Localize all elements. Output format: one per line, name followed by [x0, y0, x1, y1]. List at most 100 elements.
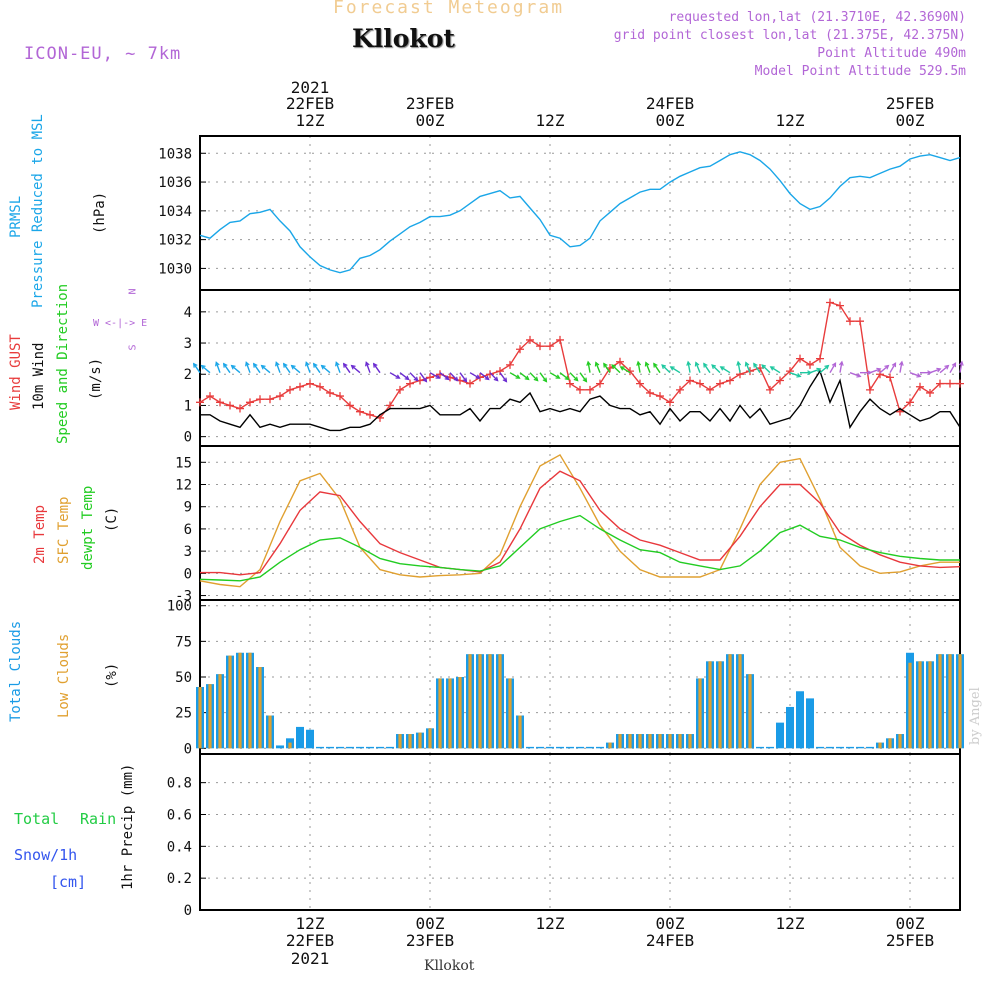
gust-marker: [266, 395, 274, 404]
y-tick-label: 1: [184, 398, 192, 414]
wind-arrow-head: [230, 364, 236, 370]
gust-marker: [236, 404, 244, 413]
top-day-label: 22FEB: [286, 94, 334, 113]
low-cloud-bar: [888, 738, 892, 749]
y-tick-label: 1036: [158, 175, 192, 191]
low-cloud-bar: [258, 667, 262, 749]
total-cloud-bar: [766, 746, 774, 749]
low-cloud-bar: [228, 655, 232, 749]
wind-direction-arrow: [889, 362, 897, 374]
requested-coords: requested lon,lat (21.3710E, 42.3690N): [668, 10, 966, 25]
wind-arrow-head: [475, 374, 481, 379]
gust-marker: [706, 385, 714, 394]
chart-title: Forecast Meteogram: [333, 0, 565, 18]
low-cloud-bar: [628, 734, 632, 749]
gust-marker: [716, 379, 724, 388]
wind-arrow-head: [542, 377, 548, 383]
wind-arrow-head: [744, 361, 750, 367]
wind-direction-arrow: [509, 372, 520, 379]
gust-marker: [666, 398, 674, 407]
total-cloud-bar: [596, 746, 604, 749]
gust-marker: [886, 373, 894, 382]
bottom-day-label: 24FEB: [646, 931, 694, 950]
wind-arrow-head: [200, 364, 206, 370]
total-cloud-bar: [796, 691, 804, 749]
low-cloud-bar: [718, 661, 722, 749]
gust-marker: [856, 317, 864, 326]
location-title: Kllokot: [352, 24, 455, 53]
total-cloud-bar: [546, 746, 554, 749]
precip-label-snow: Snow/1h: [14, 846, 78, 864]
gust-marker: [816, 354, 824, 363]
gust-marker: [506, 360, 514, 369]
wind-direction-arrow: [569, 372, 579, 382]
wind-direction-arrow: [670, 366, 681, 374]
wind-direction-arrow: [365, 362, 371, 373]
total-cloud-bar: [806, 698, 814, 749]
total-cloud-bar: [866, 746, 874, 749]
low-cloud-bar: [508, 678, 512, 749]
low-cloud-bar: [408, 734, 412, 749]
total-cloud-bar: [326, 746, 334, 749]
gust-marker: [206, 392, 214, 401]
y-tick-label: 0.4: [167, 839, 192, 855]
wind-arrow-head: [252, 362, 258, 368]
wind-direction-arrow: [753, 363, 761, 374]
wind-direction-arrow: [373, 363, 381, 374]
total-cloud-bar: [346, 746, 354, 749]
wind-arrow-head: [856, 373, 862, 378]
wind-direction-arrow: [479, 372, 490, 381]
y-tick-label: 1038: [158, 146, 192, 162]
wind-direction-arrow: [409, 372, 419, 382]
low-cloud-bar: [688, 734, 692, 749]
gust-marker: [406, 379, 414, 388]
wind-arrow-head: [916, 373, 922, 378]
wind-arrow-head: [320, 364, 326, 370]
gust-marker: [616, 357, 624, 366]
wind-direction-arrow: [653, 363, 661, 374]
wind-arrow-head: [611, 364, 617, 370]
wind-direction-arrow: [839, 361, 843, 373]
wind-arrow-head: [502, 377, 508, 383]
wind-direction-arrow: [819, 365, 829, 374]
wind-direction-arrow: [869, 368, 881, 374]
wind-arrow-head: [555, 374, 561, 379]
low-cloud-bar: [248, 652, 252, 749]
wind-arrow-head: [636, 360, 642, 366]
low-cloud-bar: [458, 677, 462, 749]
y-tick-label: 2: [184, 367, 192, 383]
gust-marker: [956, 379, 964, 388]
gust-marker: [676, 385, 684, 394]
low-cloud-bar: [618, 734, 622, 749]
wind-direction-arrow: [849, 372, 861, 378]
wind-arrow-head: [838, 360, 844, 366]
top-hour-label: 00Z: [896, 111, 925, 130]
wind-arrow-head: [958, 360, 964, 366]
total-cloud-bar: [316, 746, 324, 749]
y-tick-label: 3: [184, 544, 192, 560]
total-cloud-bar: [386, 746, 394, 749]
bottom-hour-label: 00Z: [416, 914, 445, 933]
wind-direction-arrow: [879, 365, 889, 374]
gust-marker: [906, 398, 914, 407]
low-cloud-bar: [908, 662, 912, 749]
wind-direction-arrow: [637, 361, 641, 373]
wind-direction-arrow: [949, 362, 957, 374]
wind-direction-arrow: [620, 366, 631, 374]
wind-arrow-head: [395, 374, 401, 379]
top-hour-label: 00Z: [656, 111, 685, 130]
total-cloud-bar: [776, 722, 784, 749]
wind-direction-arrow: [529, 372, 539, 382]
wind-direction-arrow: [449, 372, 459, 382]
gust-marker: [276, 392, 284, 401]
gust-marker: [566, 379, 574, 388]
wind-direction-arrow: [611, 364, 621, 374]
wind-arrow-head: [222, 362, 228, 368]
low-cloud-bar: [958, 654, 962, 749]
wind-arrow-head: [644, 361, 650, 367]
total-cloud-bar: [306, 729, 314, 749]
low-cloud-bar: [648, 734, 652, 749]
gust-marker: [916, 382, 924, 391]
gust-marker: [466, 379, 474, 388]
